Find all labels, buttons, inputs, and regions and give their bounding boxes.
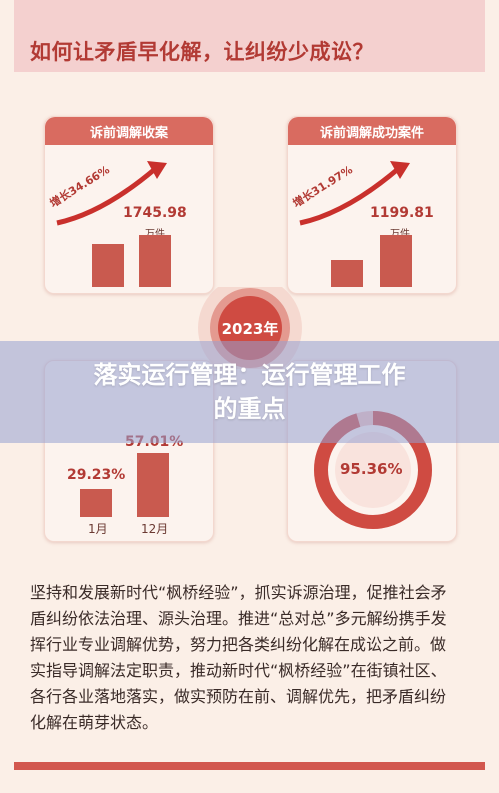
title-banner: 落实运行管理：运行管理工作 的重点 bbox=[0, 341, 499, 443]
banner-line-2: 的重点 bbox=[213, 395, 286, 423]
page-title: 如何让矛盾早化解，让纠纷少成讼？ bbox=[30, 40, 374, 64]
body-paragraph: 坚持和发展新时代“枫桥经验”，抓实诉源治理，促推社会矛盾纠纷依法治理、源头治理。… bbox=[30, 583, 447, 732]
card-cases-unit: 万件 bbox=[145, 225, 165, 240]
footer-bar bbox=[14, 762, 485, 770]
card-success-bar-1 bbox=[331, 260, 363, 287]
card-cases-tab-label: 诉前调解收案 bbox=[89, 125, 168, 141]
banner-line-1: 落实运行管理：运行管理工作 bbox=[93, 361, 406, 389]
card-cases-value: 1745.98 bbox=[123, 205, 187, 221]
card-months-value-jan: 29.23% bbox=[67, 467, 126, 483]
card-months-bar-dec bbox=[137, 453, 169, 517]
card-months-label-dec: 12月 bbox=[141, 522, 169, 536]
card-success: 诉前调解成功案件 增长31.97% 1199.81 万件 bbox=[287, 116, 457, 294]
card-cases: 诉前调解收案 增长34.66% 1745.98 万件 bbox=[44, 116, 214, 294]
card-success-tab: 诉前调解成功案件 bbox=[288, 117, 456, 145]
card-success-bar-2 bbox=[380, 235, 412, 287]
growth-arrow-icon bbox=[299, 161, 410, 226]
card-cases-tab: 诉前调解收案 bbox=[45, 117, 213, 145]
growth-arrow-icon bbox=[56, 161, 167, 226]
card-cases-bar-1 bbox=[92, 244, 124, 287]
card-cases-bar-2 bbox=[139, 235, 171, 287]
header-bar bbox=[14, 0, 485, 72]
year-label: 2023年 bbox=[221, 320, 279, 338]
card-success-value: 1199.81 bbox=[370, 205, 434, 221]
card-ratio-value: 95.36% bbox=[340, 460, 403, 478]
card-months-label-jan: 1月 bbox=[88, 522, 108, 536]
card-months-bar-jan bbox=[80, 489, 112, 517]
card-success-unit: 万件 bbox=[390, 225, 410, 240]
card-success-tab-label: 诉前调解成功案件 bbox=[319, 125, 424, 141]
